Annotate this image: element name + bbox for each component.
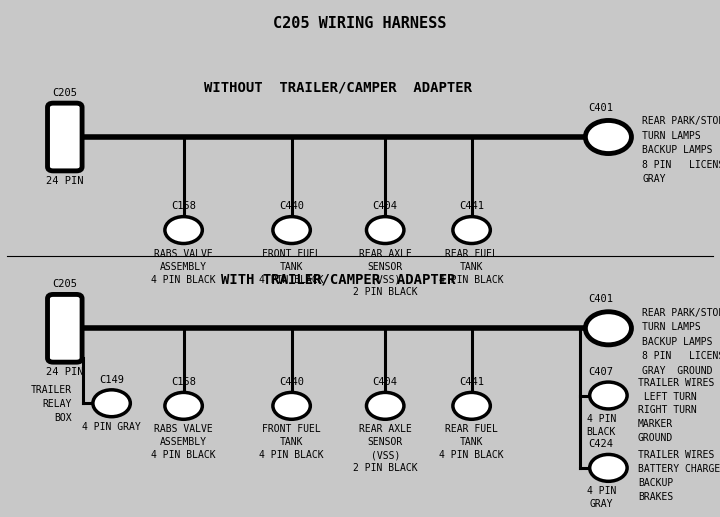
Text: 4 PIN BLACK: 4 PIN BLACK [259, 450, 324, 460]
Text: 4 PIN: 4 PIN [587, 486, 616, 496]
Text: C401: C401 [589, 294, 613, 304]
Text: ASSEMBLY: ASSEMBLY [160, 437, 207, 447]
Text: 8 PIN   LICENSE LAMPS: 8 PIN LICENSE LAMPS [642, 160, 720, 170]
Text: 2 PIN BLACK: 2 PIN BLACK [353, 287, 418, 297]
Text: C440: C440 [279, 202, 304, 211]
Text: 4 PIN BLACK: 4 PIN BLACK [259, 275, 324, 284]
Text: C149: C149 [99, 375, 124, 385]
Text: C401: C401 [589, 103, 613, 113]
Text: RABS VALVE: RABS VALVE [154, 249, 213, 258]
Text: BACKUP LAMPS: BACKUP LAMPS [642, 337, 713, 347]
Text: TANK: TANK [460, 437, 483, 447]
Circle shape [366, 392, 404, 419]
Circle shape [165, 392, 202, 419]
Text: C158: C158 [171, 202, 196, 211]
Text: C158: C158 [171, 377, 196, 387]
Text: WITH TRAILER/CAMPER  ADAPTER: WITH TRAILER/CAMPER ADAPTER [221, 272, 456, 286]
FancyBboxPatch shape [48, 295, 82, 362]
Text: C440: C440 [279, 377, 304, 387]
Text: 24 PIN: 24 PIN [46, 367, 84, 377]
Text: FRONT FUEL: FRONT FUEL [262, 249, 321, 258]
Text: BATTERY CHARGE: BATTERY CHARGE [638, 464, 720, 474]
Text: TRAILER: TRAILER [31, 385, 72, 396]
Text: REAR PARK/STOP: REAR PARK/STOP [642, 308, 720, 318]
FancyBboxPatch shape [48, 103, 82, 171]
Text: MARKER: MARKER [638, 419, 673, 430]
Text: 4 PIN BLACK: 4 PIN BLACK [151, 275, 216, 284]
Text: SENSOR: SENSOR [368, 437, 402, 447]
Circle shape [453, 392, 490, 419]
Text: 24 PIN: 24 PIN [46, 176, 84, 186]
Text: GRAY: GRAY [590, 499, 613, 509]
Text: TANK: TANK [460, 262, 483, 271]
Text: C205: C205 [53, 88, 77, 98]
Circle shape [366, 217, 404, 244]
Text: (VSS): (VSS) [371, 275, 400, 284]
Text: TANK: TANK [280, 437, 303, 447]
Text: C404: C404 [373, 202, 397, 211]
Text: BLACK: BLACK [587, 427, 616, 436]
Text: BACKUP: BACKUP [638, 478, 673, 488]
Text: RIGHT TURN: RIGHT TURN [638, 405, 697, 416]
Text: 4 PIN BLACK: 4 PIN BLACK [439, 275, 504, 284]
Text: C205 WIRING HARNESS: C205 WIRING HARNESS [274, 16, 446, 31]
Text: TURN LAMPS: TURN LAMPS [642, 131, 701, 141]
Circle shape [590, 454, 627, 481]
Text: REAR AXLE: REAR AXLE [359, 249, 412, 258]
Text: RELAY: RELAY [42, 399, 72, 409]
Text: TRAILER WIRES: TRAILER WIRES [638, 450, 714, 460]
Text: C441: C441 [459, 377, 484, 387]
Text: C441: C441 [459, 202, 484, 211]
Text: BRAKES: BRAKES [638, 492, 673, 502]
Circle shape [590, 382, 627, 409]
Text: BOX: BOX [55, 413, 72, 423]
Text: 4 PIN GRAY: 4 PIN GRAY [82, 422, 141, 432]
Text: C404: C404 [373, 377, 397, 387]
Text: 8 PIN   LICENSE LAMPS: 8 PIN LICENSE LAMPS [642, 351, 720, 361]
Text: WITHOUT  TRAILER/CAMPER  ADAPTER: WITHOUT TRAILER/CAMPER ADAPTER [204, 81, 472, 95]
Text: C407: C407 [589, 367, 613, 377]
Text: LEFT TURN: LEFT TURN [638, 391, 697, 402]
Text: TANK: TANK [280, 262, 303, 271]
Text: C424: C424 [589, 439, 613, 449]
Text: REAR PARK/STOP: REAR PARK/STOP [642, 116, 720, 127]
Circle shape [273, 392, 310, 419]
Text: 4 PIN BLACK: 4 PIN BLACK [439, 450, 504, 460]
Text: 2 PIN BLACK: 2 PIN BLACK [353, 463, 418, 473]
Circle shape [165, 217, 202, 244]
Circle shape [273, 217, 310, 244]
Text: (VSS): (VSS) [371, 450, 400, 460]
Text: REAR FUEL: REAR FUEL [445, 424, 498, 434]
Circle shape [93, 390, 130, 417]
Text: TRAILER WIRES: TRAILER WIRES [638, 377, 714, 388]
Text: RABS VALVE: RABS VALVE [154, 424, 213, 434]
Text: REAR FUEL: REAR FUEL [445, 249, 498, 258]
Text: SENSOR: SENSOR [368, 262, 402, 271]
Text: GRAY: GRAY [642, 174, 666, 185]
Text: REAR AXLE: REAR AXLE [359, 424, 412, 434]
Circle shape [453, 217, 490, 244]
Text: 4 PIN BLACK: 4 PIN BLACK [151, 450, 216, 460]
Text: FRONT FUEL: FRONT FUEL [262, 424, 321, 434]
Text: GRAY  GROUND: GRAY GROUND [642, 366, 713, 376]
Circle shape [585, 120, 631, 154]
Text: 4 PIN: 4 PIN [587, 414, 616, 424]
Text: GROUND: GROUND [638, 433, 673, 444]
Text: TURN LAMPS: TURN LAMPS [642, 322, 701, 332]
Text: BACKUP LAMPS: BACKUP LAMPS [642, 145, 713, 156]
Text: ASSEMBLY: ASSEMBLY [160, 262, 207, 271]
Text: C205: C205 [53, 279, 77, 290]
Circle shape [585, 312, 631, 345]
